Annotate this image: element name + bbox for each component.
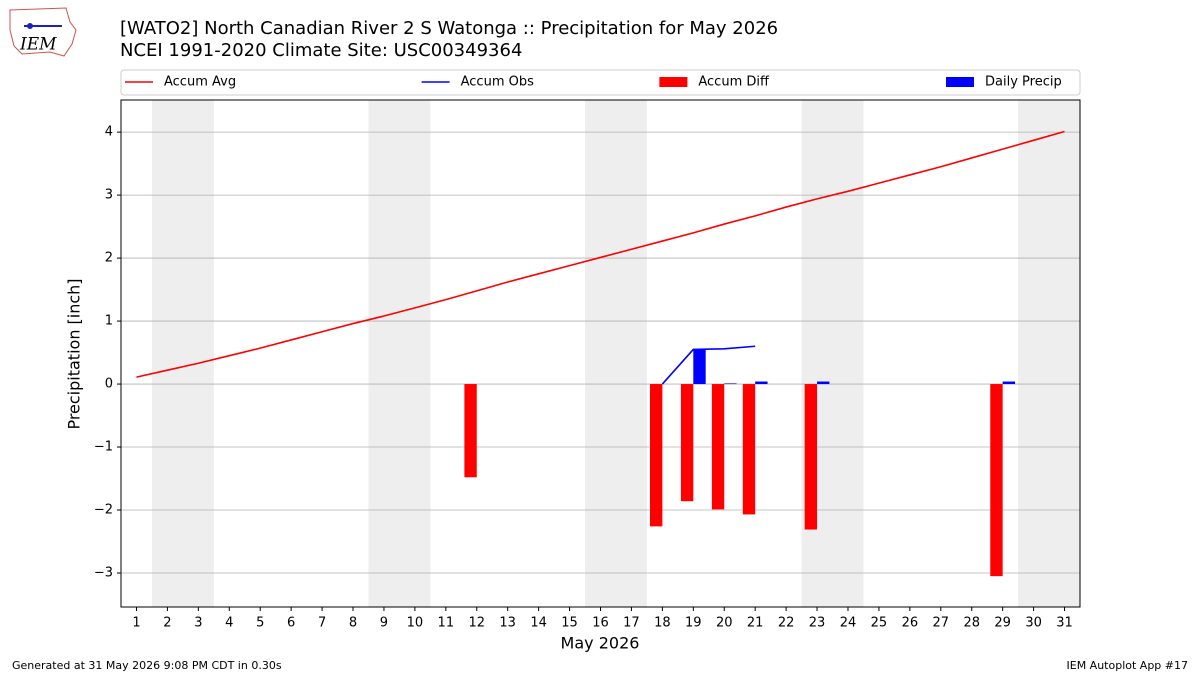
logo-dot [27,23,33,29]
x-tick-label: 21 [747,616,764,631]
x-tick-label: 19 [685,616,702,631]
x-tick-label: 13 [499,616,516,631]
y-axis-label: Precipitation [inch] [65,278,84,429]
y-tick-label: −2 [94,503,113,518]
legend-swatch [946,77,974,87]
legend-label: Accum Obs [461,75,534,90]
x-tick-label: 8 [349,616,357,631]
x-tick-label: 10 [407,616,424,631]
bar [742,384,756,515]
y-tick-label: 3 [105,188,113,203]
line [661,345,756,385]
bar [804,384,818,530]
x-tick-label: 20 [716,616,733,631]
x-tick-label: 31 [1056,616,1073,631]
weekend-band [368,100,431,607]
x-tick-label: 15 [561,616,578,631]
bar [755,381,768,385]
x-tick-label: 4 [225,616,233,631]
y-tick-label: 1 [105,314,113,329]
x-tick-label: 22 [778,616,795,631]
chart-subtitle: NCEI 1991-2020 Climate Site: USC00349364 [120,40,522,61]
line [136,130,1065,378]
bar [649,384,663,527]
bar [711,384,725,510]
x-axis-label: May 2026 [561,634,640,653]
x-tick-label: 27 [933,616,950,631]
weekend-band [1018,100,1080,607]
legend-box [120,69,1081,96]
legend-entry: Accum Diff [659,75,770,90]
bar [1002,381,1016,385]
y-tick-label: 4 [105,125,113,140]
x-tick-label: 29 [994,616,1011,631]
x-tick-label: 7 [318,616,326,631]
logo-text: IEM [19,35,57,55]
x-tick-label: 11 [438,616,455,631]
bar [464,384,477,478]
bar [817,381,830,385]
legend-label: Accum Avg [164,75,236,90]
x-tick-label: 18 [654,616,671,631]
x-tick-label: 30 [1025,616,1042,631]
x-tick-label: 16 [592,616,609,631]
x-tick-label: 23 [809,616,826,631]
x-tick-label: 1 [132,616,140,631]
footer-right: IEM Autoplot App #17 [1067,659,1189,672]
legend-label: Accum Diff [698,75,770,90]
bar [693,349,706,385]
bar [680,384,694,502]
x-tick-label: 24 [840,616,857,631]
weekend-band [585,100,647,607]
legend-entry: Daily Precip [946,75,1062,90]
y-tick-label: 2 [105,251,113,266]
legend-entry: Accum Avg [125,75,236,90]
bar [990,384,1003,577]
y-tick-label: 0 [105,377,113,392]
weekend-band [801,100,864,607]
x-tick-label: 5 [256,616,264,631]
x-tick-label: 12 [468,616,485,631]
chart-title: [WATO2] North Canadian River 2 S Watonga… [120,18,778,39]
y-tick-label: −3 [94,565,113,580]
legend-swatch [659,77,688,87]
x-tick-label: 3 [194,616,202,631]
x-tick-label: 2 [163,616,171,631]
footer-left: Generated at 31 May 2026 9:08 PM CDT in … [12,659,282,672]
x-tick-label: 28 [963,616,980,631]
bar [724,383,737,385]
x-tick-label: 6 [287,616,295,631]
plot-frame [120,99,1081,608]
logo: IEM [9,7,77,57]
y-tick-label: −1 [94,440,113,455]
weekend-band [151,100,214,607]
x-tick-label: 25 [871,616,888,631]
legend-entry: Accum Obs [421,75,534,90]
x-tick-label: 14 [530,616,547,631]
logo-outline [9,7,77,57]
legend-label: Daily Precip [985,75,1062,90]
x-tick-label: 9 [380,616,388,631]
x-tick-label: 17 [623,616,640,631]
x-tick-label: 26 [902,616,919,631]
